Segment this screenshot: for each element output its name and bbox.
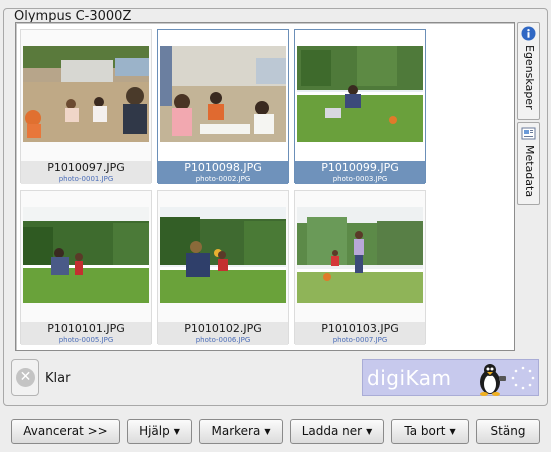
photo-thumbnail <box>160 46 286 142</box>
help-label: Hjälp <box>139 424 170 438</box>
camera-group: Olympus C-3000Z <box>3 8 548 406</box>
thumbnail-tag: photo-0005.JPG <box>21 335 151 345</box>
dropdown-arrow-icon: ▼ <box>449 427 456 436</box>
thumbnail-item[interactable]: P1010098.JPG photo-0002.JPG <box>157 29 289 184</box>
delete-button[interactable]: Ta bort ▼ <box>391 419 469 444</box>
advanced-button[interactable]: Avancerat >> <box>11 419 120 444</box>
metadata-icon <box>521 126 536 141</box>
select-button[interactable]: Markera ▼ <box>199 419 283 444</box>
thumbnail-item[interactable]: P1010097.JPG photo-0001.JPG <box>20 29 152 184</box>
thumbnail-filename: P1010101.JPG <box>21 322 151 335</box>
thumbnail-item[interactable]: P1010102.JPG photo-0006.JPG <box>157 190 289 345</box>
select-label: Markera <box>211 424 261 438</box>
dropdown-arrow-icon: ▼ <box>264 427 271 436</box>
thumbnail-tag: photo-0006.JPG <box>158 335 288 345</box>
photo-thumbnail <box>297 207 423 303</box>
help-button[interactable]: Hjälp ▼ <box>127 419 192 444</box>
thumbnail-tag: photo-0007.JPG <box>295 335 425 345</box>
dropdown-arrow-icon: ▼ <box>366 427 373 436</box>
thumbnail-filename: P1010098.JPG <box>158 161 288 174</box>
photo-thumbnail <box>160 207 286 303</box>
thumbnail-tag: photo-0001.JPG <box>21 174 151 184</box>
thumbnail-item[interactable]: P1010101.JPG photo-0005.JPG <box>20 190 152 345</box>
status-text: Klar <box>45 371 71 386</box>
tab-label: Metadata <box>523 145 536 198</box>
camera-title: Olympus C-3000Z <box>12 9 134 24</box>
cancel-icon: ✕ <box>16 368 35 387</box>
thumbnail-filename: P1010103.JPG <box>295 322 425 335</box>
sidebar-tabs: Egenskaper Metadata <box>517 22 540 205</box>
tab-label: Egenskaper <box>523 45 536 110</box>
thumbnail-item[interactable]: P1010103.JPG photo-0007.JPG <box>294 190 426 345</box>
delete-label: Ta bort <box>404 424 446 438</box>
tab-egenskaper[interactable]: Egenskaper <box>517 22 540 120</box>
digikam-banner: digiKam <box>362 359 539 396</box>
thumbnail-filename: P1010102.JPG <box>158 322 288 335</box>
dropdown-arrow-icon: ▼ <box>173 427 180 436</box>
advanced-label: Avancerat >> <box>23 424 108 438</box>
close-button[interactable]: Stäng <box>476 419 540 444</box>
thumbnail-tag: photo-0003.JPG <box>295 174 425 184</box>
busy-icon <box>511 366 535 390</box>
thumbnail-tag: photo-0002.JPG <box>158 174 288 184</box>
download-button[interactable]: Ladda ner ▼ <box>290 419 384 444</box>
cancel-button[interactable]: ✕ <box>11 359 39 396</box>
close-label: Stäng <box>490 424 526 438</box>
photo-thumbnail <box>23 46 149 142</box>
thumbnail-item[interactable]: P1010099.JPG photo-0003.JPG <box>294 29 426 184</box>
thumbnail-filename: P1010099.JPG <box>295 161 425 174</box>
photo-thumbnail <box>297 46 423 142</box>
digikam-logo: digiKam <box>367 366 452 390</box>
info-icon <box>521 26 536 41</box>
tab-metadata[interactable]: Metadata <box>517 122 540 205</box>
photo-thumbnail <box>23 207 149 303</box>
download-label: Ladda ner <box>301 424 363 438</box>
thumbnail-filename: P1010097.JPG <box>21 161 151 174</box>
thumbnail-view[interactable]: P1010097.JPG photo-0001.JPG P1010098.JPG… <box>15 22 515 351</box>
tux-icon <box>480 364 506 396</box>
